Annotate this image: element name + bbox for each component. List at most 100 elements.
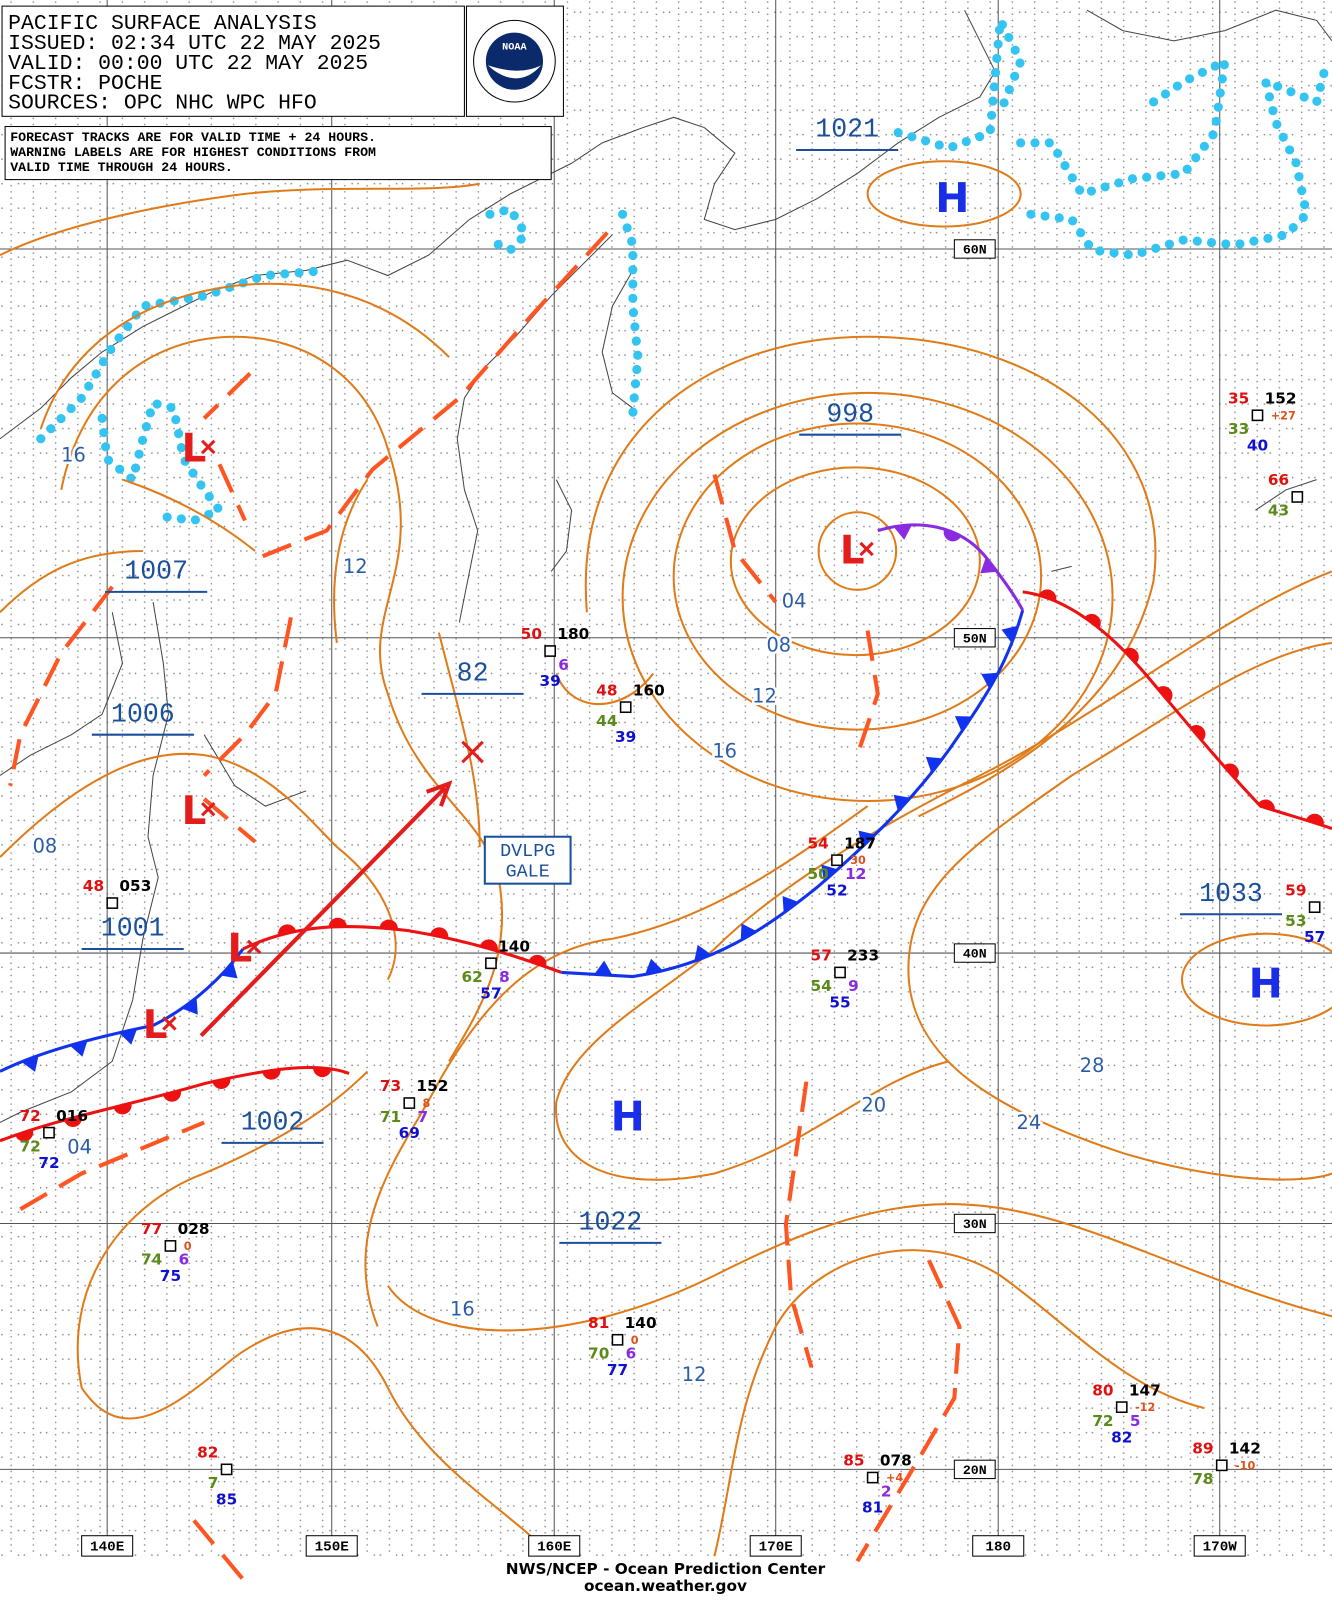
station-wave: 2 — [881, 1482, 892, 1500]
lon-label-box — [972, 1535, 1025, 1557]
station-sst: 40 — [1247, 436, 1268, 454]
station-dewpoint: 50 — [808, 865, 829, 883]
front-pip — [1001, 625, 1018, 644]
front-pip — [645, 958, 663, 975]
isobar-label: 08 — [766, 633, 791, 656]
station-tendency: +4 — [886, 1472, 903, 1485]
pressure-label: 998 — [826, 399, 874, 429]
front-pip — [262, 1069, 281, 1080]
isobar-label: 04 — [67, 1135, 92, 1158]
station-dewpoint: 70 — [588, 1345, 609, 1363]
isobar-label: 24 — [1017, 1111, 1042, 1134]
warning-text: DVLPG — [500, 841, 555, 862]
front-pip — [925, 756, 943, 773]
station-pressure: 160 — [633, 681, 665, 699]
station-symbol — [866, 1471, 879, 1484]
station-temp: 48 — [83, 877, 104, 895]
front-pip — [1223, 763, 1239, 780]
front-pip — [220, 961, 238, 979]
pressure-label: 1021 — [815, 115, 879, 145]
pressure-label: 1001 — [101, 914, 165, 944]
station-tendency: 0 — [184, 1240, 192, 1253]
station-dewpoint: 71 — [380, 1108, 401, 1126]
lat-label-box — [953, 1213, 996, 1234]
lat-label: 50N — [963, 631, 987, 646]
front-pip — [858, 830, 875, 848]
station-pressure: 187 — [844, 834, 876, 852]
high-symbol: H — [1249, 960, 1283, 1008]
lon-label: 150E — [315, 1540, 349, 1556]
station-sst: 77 — [607, 1361, 628, 1379]
front-pip — [694, 944, 712, 962]
header-box: NOAA — [1, 5, 564, 181]
lon-label-box — [81, 1535, 134, 1557]
isobar-label: 16 — [61, 444, 86, 467]
station-wave: 6 — [558, 656, 569, 674]
front-pip — [782, 896, 799, 913]
station-temp: 72 — [20, 1107, 41, 1125]
warning-text: GALE — [506, 861, 550, 882]
station-pressure: 078 — [880, 1452, 912, 1470]
front-pip — [893, 794, 911, 812]
station-wave: 7 — [417, 1108, 428, 1126]
lat-label: 40N — [963, 947, 987, 962]
station-symbol — [831, 854, 843, 867]
track-arrow — [199, 740, 484, 1038]
station-dewpoint: 7 — [208, 1474, 219, 1492]
footer-line: NWS/NCEP - Ocean Prediction Center — [506, 1560, 826, 1578]
pressure-label: 1006 — [111, 699, 175, 729]
low-symbol: L — [228, 927, 253, 972]
footer-line: ocean.weather.gov — [584, 1577, 747, 1595]
front-pip — [594, 960, 613, 976]
station-pressure: 147 — [1129, 1381, 1161, 1399]
station-wave: 6 — [179, 1251, 190, 1269]
station-temp: 89 — [1192, 1439, 1213, 1457]
front-pip — [740, 923, 757, 941]
header-line: ISSUED: 02:34 UTC 22 MAY 2025 — [8, 32, 381, 56]
station-temp: 48 — [596, 681, 617, 699]
note-line: WARNING LABELS ARE FOR HIGHEST CONDITION… — [10, 145, 376, 160]
station-wave: 6 — [626, 1345, 637, 1363]
front-pip — [981, 672, 999, 689]
lat-label-box — [953, 628, 996, 648]
station-symbol — [611, 1333, 624, 1346]
lat-label-box — [953, 1459, 996, 1480]
front-pip — [1258, 799, 1275, 811]
graticule — [0, 0, 1332, 1557]
front-pip — [943, 529, 962, 542]
lon-label-box — [1193, 1535, 1246, 1557]
station-symbol — [164, 1240, 177, 1252]
header-line: FCSTR: POCHE — [8, 72, 162, 96]
station-sst: 69 — [399, 1124, 420, 1142]
station-pressure: 233 — [847, 947, 879, 965]
lon-label: 170W — [1203, 1540, 1238, 1556]
station-dewpoint: 44 — [596, 712, 617, 730]
front-pip — [1190, 724, 1206, 742]
low-x — [246, 939, 262, 955]
front-pip — [821, 864, 838, 882]
station-symbol — [1215, 1459, 1228, 1472]
station-sst: 85 — [216, 1491, 237, 1509]
pressure-label: 1022 — [579, 1207, 643, 1237]
lon-label: 180 — [985, 1540, 1011, 1556]
front-pip — [893, 524, 912, 540]
pressure-label: 82 — [457, 658, 489, 688]
dotted-grid — [0, 0, 1332, 1557]
station-tendency: +27 — [1271, 409, 1296, 422]
isobars — [0, 160, 1332, 1557]
front-pip — [181, 997, 198, 1015]
station-sst: 55 — [829, 994, 850, 1012]
station-sst: 72 — [38, 1154, 59, 1172]
lon-label: 140E — [90, 1540, 124, 1556]
station-wave: 9 — [848, 977, 859, 995]
front-pip — [1084, 613, 1101, 629]
station-dewpoint: 74 — [141, 1251, 162, 1269]
station-pressure: 140 — [625, 1314, 657, 1332]
station-sst: 57 — [480, 984, 501, 1002]
front-pip — [278, 924, 297, 936]
station-symbol — [220, 1463, 233, 1476]
station-symbol — [1291, 491, 1304, 503]
header-line: VALID: 00:00 UTC 22 MAY 2025 — [8, 52, 368, 76]
low-x — [859, 541, 874, 557]
